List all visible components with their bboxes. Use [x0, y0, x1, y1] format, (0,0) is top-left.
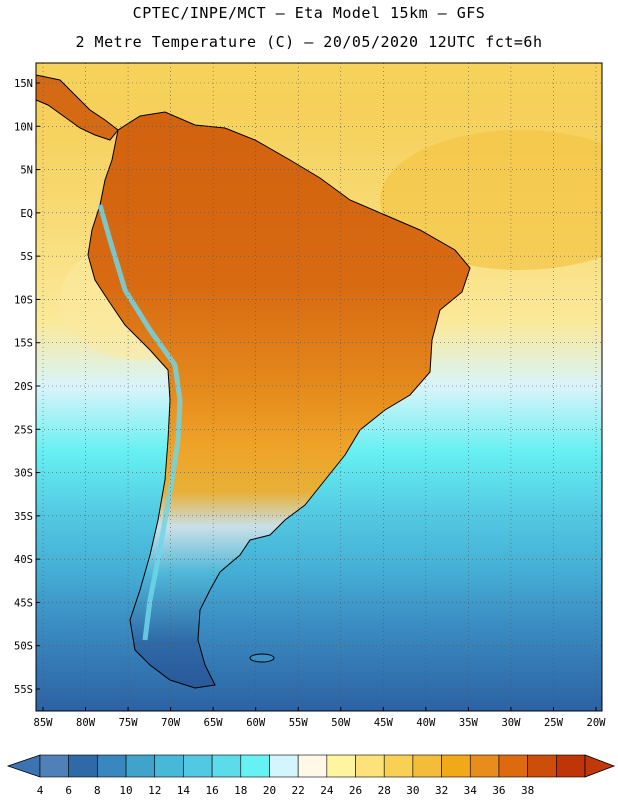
- colorbar-swatch: [297, 754, 328, 778]
- colorbar-swatch: [326, 754, 356, 778]
- temperature-field: [36, 63, 602, 711]
- lat-tick-label: 20S: [14, 381, 33, 393]
- lon-tick-label: 40W: [416, 717, 436, 729]
- colorbar-label: 30: [406, 784, 419, 797]
- latitude-axis: 15N 10N 5N EQ 5S 10S 15S 20S 25S 30S 35S 40S 45S 50S 5…: [14, 78, 40, 696]
- lat-tick-label: 15N: [14, 78, 33, 90]
- lon-tick-label: 25W: [544, 717, 564, 729]
- chart-title-line1: CPTEC/INPE/MCT – Eta Model 15km – GFS: [132, 4, 486, 22]
- colorbar-swatch: [125, 754, 156, 778]
- south-america-landmass: [87, 111, 471, 689]
- colorbar-swatch: [498, 754, 528, 778]
- lat-tick-label: 10S: [14, 294, 33, 306]
- colorbar-label: 4: [37, 784, 44, 797]
- lon-tick-label: 35W: [459, 717, 479, 729]
- colorbar-swatch: [269, 754, 299, 778]
- colorbar-label: 8: [94, 784, 101, 797]
- lon-tick-label: 60W: [246, 717, 266, 729]
- lat-tick-label: EQ: [20, 208, 33, 220]
- colorbar-label: 24: [320, 784, 334, 797]
- colorbar-swatch: [211, 754, 242, 778]
- colorbar-label: 14: [177, 784, 191, 797]
- lat-tick-label: 10N: [14, 121, 33, 133]
- lon-tick-label: 65W: [204, 717, 224, 729]
- colorbar: 4 6 8 10 12 14 16 18 20 22 24 26 28 30 32 34 36 38: [6, 754, 616, 797]
- lon-tick-label: 70W: [161, 717, 181, 729]
- lat-tick-label: 5S: [20, 251, 33, 263]
- colorbar-label: 20: [263, 784, 276, 797]
- colorbar-swatch: [97, 754, 127, 778]
- colorbar-label: 18: [234, 784, 247, 797]
- lon-tick-label: 80W: [76, 717, 96, 729]
- lat-tick-label: 50S: [14, 641, 33, 653]
- colorbar-over-arrow: [584, 754, 616, 778]
- lon-tick-label: 75W: [119, 717, 139, 729]
- colorbar-swatch: [183, 754, 213, 778]
- lat-lon-grid: [36, 63, 602, 711]
- map-frame: [35, 62, 603, 712]
- lat-tick-label: 25S: [14, 424, 33, 436]
- colorbar-swatch: [240, 754, 270, 778]
- colorbar-label: 22: [292, 784, 305, 797]
- lat-tick-label: 55S: [14, 684, 33, 696]
- lon-tick-label: 85W: [34, 717, 54, 729]
- colorbar-swatch: [556, 754, 586, 778]
- colorbar-label: 16: [205, 784, 218, 797]
- colorbar-label: 28: [378, 784, 391, 797]
- warm-ocean-band: [380, 130, 602, 270]
- lat-tick-label: 5N: [20, 165, 33, 177]
- colorbar-swatch: [441, 754, 471, 778]
- lat-tick-label: 35S: [14, 511, 33, 523]
- central-america-landmass: [36, 74, 119, 141]
- lat-tick-label: 45S: [14, 597, 33, 609]
- lon-tick-label: 50W: [331, 717, 351, 729]
- lon-tick-label: 45W: [374, 717, 394, 729]
- colorbar-swatch: [39, 754, 69, 778]
- andes-cool-streak: [97, 204, 183, 641]
- falkland-islands: [249, 653, 275, 663]
- colorbar-swatch: [68, 754, 98, 778]
- colorbar-under-arrow: [6, 754, 41, 778]
- colorbar-label: 38: [521, 784, 534, 797]
- colorbar-swatch: [412, 754, 442, 778]
- colorbar-label: 6: [65, 784, 72, 797]
- colorbar-label: 10: [119, 784, 132, 797]
- lon-tick-label: 20W: [587, 717, 607, 729]
- longitude-axis: 85W 80W 75W 70W 65W 60W 55W 50W 45W 40W 35W 30W 25W 2…: [34, 707, 607, 729]
- colorbar-label: 12: [148, 784, 161, 797]
- colorbar-swatch: [355, 754, 385, 778]
- colorbar-label: 36: [492, 784, 505, 797]
- colorbar-swatch: [469, 754, 500, 778]
- chart-title-line2: 2 Metre Temperature (C) – 20/05/2020 12U…: [75, 33, 543, 51]
- colorbar-label: 32: [435, 784, 448, 797]
- colorbar-swatch: [383, 754, 414, 778]
- lat-tick-label: 15S: [14, 338, 33, 350]
- colorbar-swatch: [527, 754, 557, 778]
- lon-tick-label: 30W: [501, 717, 521, 729]
- colorbar-swatch: [154, 754, 184, 778]
- colorbar-label: 26: [349, 784, 362, 797]
- colorbar-label: 34: [464, 784, 478, 797]
- lon-tick-label: 55W: [289, 717, 309, 729]
- lat-tick-label: 40S: [14, 554, 33, 566]
- lat-tick-label: 30S: [14, 468, 33, 480]
